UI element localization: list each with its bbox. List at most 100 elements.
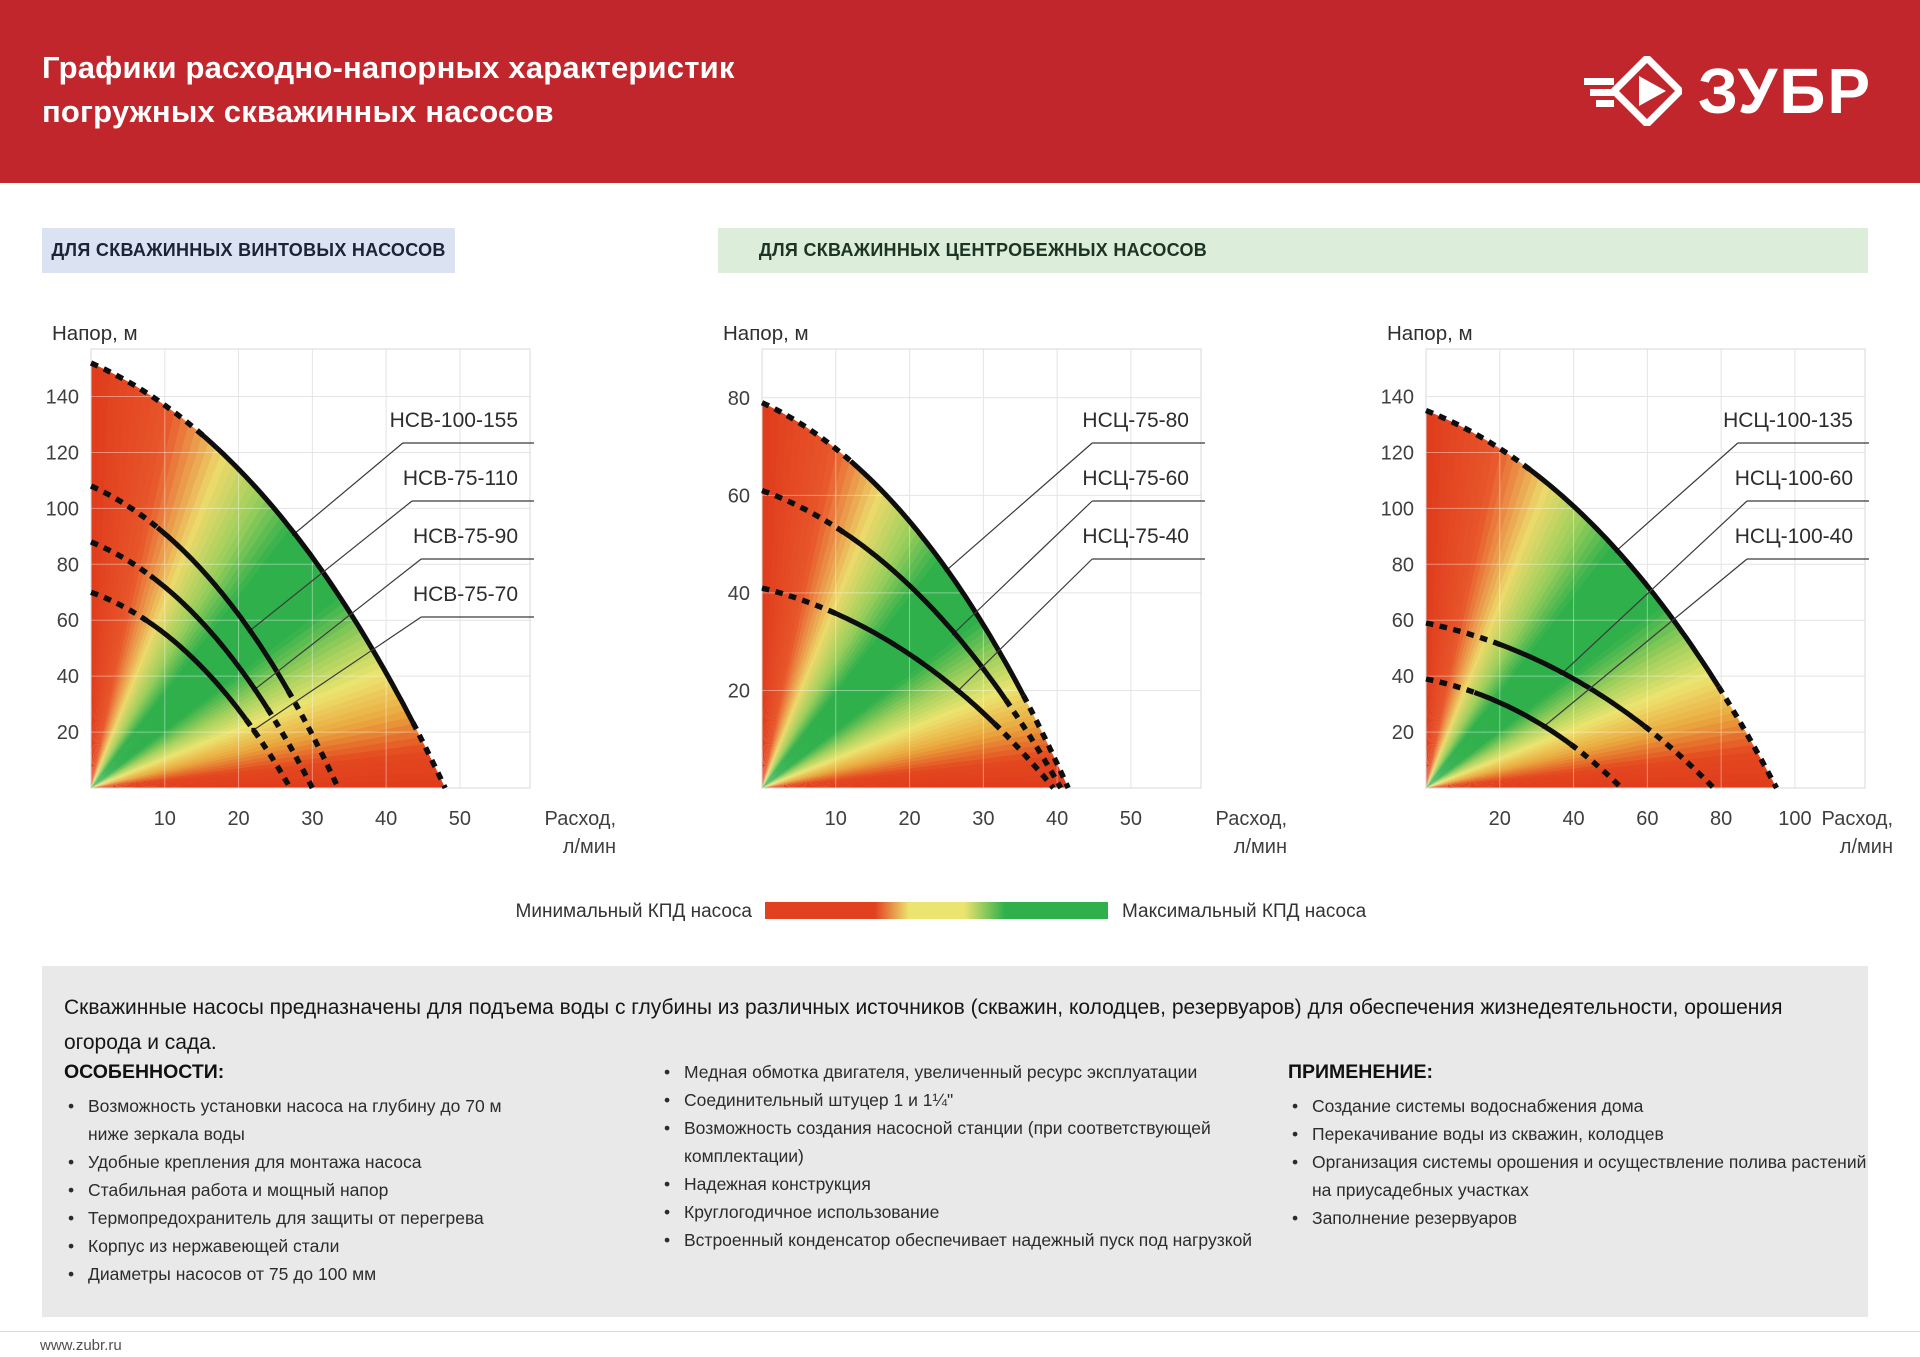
x-tick-label: 20 xyxy=(1489,808,1511,830)
page-title-line2: погружных скважинных насосов xyxy=(42,94,554,129)
legend-max-label: Максимальный КПД насоса xyxy=(1122,901,1367,922)
pump-curve xyxy=(1425,620,1716,790)
y-tick-label: 120 xyxy=(1381,442,1414,464)
x-tick-label: 50 xyxy=(1120,808,1142,830)
curve-label: НСЦ-75-40 xyxy=(1082,525,1189,548)
feature-item: Медная обмотка двигателя, увеличенный ре… xyxy=(660,1058,1280,1086)
curve-label: НСВ-75-90 xyxy=(413,525,518,548)
y-tick-label: 60 xyxy=(728,485,750,507)
middle-features-list: Медная обмотка двигателя, увеличенный ре… xyxy=(660,1058,1280,1254)
y-tick-label: 40 xyxy=(57,666,79,688)
x-axis-title-line1: Расход, xyxy=(545,808,616,830)
section-label: ДЛЯ СКВАЖИННЫХ ВИНТОВЫХ НАСОСОВ xyxy=(51,240,446,260)
x-axis-title-line1: Расход, xyxy=(1216,808,1287,830)
efficiency-gradient-fan xyxy=(762,402,1069,788)
curve-label: НСВ-100-155 xyxy=(390,409,518,432)
feature-item: Термопредохранитель для защиты от перегр… xyxy=(64,1204,534,1232)
feature-item: Надежная конструкция xyxy=(660,1170,1280,1198)
feature-item: Возможность создания насосной станции (п… xyxy=(660,1114,1280,1170)
x-tick-label: 40 xyxy=(1562,808,1584,830)
x-tick-label: 30 xyxy=(301,808,323,830)
page-title: Графики расходно-напорных характеристик … xyxy=(42,46,735,134)
section-header-centrifugal-pumps: ДЛЯ СКВАЖИННЫХ ЦЕНТРОБЕЖНЫХ НАСОСОВ xyxy=(718,228,1868,273)
application-item: Перекачивание воды из скважин, колодцев xyxy=(1288,1120,1888,1148)
brand-logo: ЗУБР xyxy=(1582,56,1872,126)
pump-curve xyxy=(760,400,1071,790)
features-title: ОСОБЕННОСТИ: xyxy=(64,1061,225,1083)
y-tick-label: 140 xyxy=(1381,387,1414,409)
feature-item: Встроенный конденсатор обеспечивает наде… xyxy=(660,1226,1280,1254)
features-list: Возможность установки насоса на глубину … xyxy=(64,1092,534,1288)
y-tick-label: 140 xyxy=(46,387,79,409)
feature-item: Диаметры насосов от 75 до 100 мм xyxy=(64,1260,534,1288)
curve-label: НСЦ-100-60 xyxy=(1735,467,1853,490)
section-label: ДЛЯ СКВАЖИННЫХ ЦЕНТРОБЕЖНЫХ НАСОСОВ xyxy=(758,240,1208,260)
y-tick-label: 60 xyxy=(57,610,79,632)
middle-features-column: Медная обмотка двигателя, увеличенный ре… xyxy=(660,1058,1280,1254)
pump-curve-chart: НСВ-100-155 НСВ-75-110 НСВ-75-90 НСВ-75-70 Н… xyxy=(46,322,616,858)
pump-curve xyxy=(761,487,1064,790)
x-tick-label: 100 xyxy=(1778,808,1811,830)
curve-label: НСЦ-100-135 xyxy=(1723,409,1853,432)
x-axis-title-line1: Расход, xyxy=(1822,808,1893,830)
feature-item: Соединительный штуцер 1 и 1¼" xyxy=(660,1086,1280,1114)
x-tick-label: 10 xyxy=(154,808,176,830)
curve-label: НСЦ-75-60 xyxy=(1082,467,1189,490)
pump-curve xyxy=(89,360,448,790)
efficiency-legend: Минимальный КПД насоса Максимальный КПД … xyxy=(0,898,1920,926)
x-tick-label: 60 xyxy=(1636,808,1658,830)
y-axis-title: Напор, м xyxy=(52,322,138,345)
y-tick-label: 20 xyxy=(728,680,750,702)
pump-curve xyxy=(89,483,341,790)
feature-item: Круглогодичное использование xyxy=(660,1198,1280,1226)
applications-list: Создание системы водоснабжения домаПерек… xyxy=(1288,1092,1888,1232)
x-tick-label: 40 xyxy=(375,808,397,830)
y-tick-label: 40 xyxy=(1392,666,1414,688)
application-item: Организация системы орошения и осуществл… xyxy=(1288,1148,1888,1204)
y-tick-label: 40 xyxy=(728,583,750,605)
pump-curve-chart: НСЦ-75-80 НСЦ-75-60 НСЦ-75-40 Напор, м 20 40 6… xyxy=(723,322,1287,858)
x-tick-label: 80 xyxy=(1710,808,1732,830)
y-tick-label: 80 xyxy=(728,388,750,410)
curve-label: НСВ-75-110 xyxy=(403,467,518,490)
application-item: Создание системы водоснабжения дома xyxy=(1288,1092,1888,1120)
pump-curve xyxy=(90,589,293,790)
y-tick-label: 60 xyxy=(1392,610,1414,632)
x-axis-title-line2: л/мин xyxy=(1234,836,1287,858)
curve-label: НСЦ-75-80 xyxy=(1082,409,1189,432)
y-tick-label: 20 xyxy=(1392,722,1414,744)
y-tick-label: 100 xyxy=(1381,498,1414,520)
header: Графики расходно-напорных характеристик … xyxy=(0,0,1920,183)
footer-divider xyxy=(0,1331,1920,1332)
feature-item: Возможность установки насоса на глубину … xyxy=(64,1092,534,1148)
x-axis-title-line2: л/мин xyxy=(563,836,616,858)
zubr-diamond-icon xyxy=(1583,56,1682,126)
application-item: Заполнение резервуаров xyxy=(1288,1204,1888,1232)
applications-title: ПРИМЕНЕНИЕ: xyxy=(1288,1061,1433,1083)
efficiency-gradient-bar xyxy=(765,902,1108,919)
x-tick-label: 20 xyxy=(227,808,249,830)
section-header-screw-pumps: ДЛЯ СКВАЖИННЫХ ВИНТОВЫХ НАСОСОВ xyxy=(42,228,455,273)
y-tick-label: 80 xyxy=(1392,554,1414,576)
x-tick-label: 10 xyxy=(825,808,847,830)
y-axis-title: Напор, м xyxy=(723,322,809,345)
legend-min-label: Минимальный КПД насоса xyxy=(515,901,752,922)
x-tick-label: 30 xyxy=(972,808,994,830)
curve-label: НСЦ-100-40 xyxy=(1735,525,1853,548)
intro-paragraph: Скважинные насосы предназначены для подъ… xyxy=(64,996,1783,1054)
y-tick-label: 20 xyxy=(57,722,79,744)
y-axis-title: Напор, м xyxy=(1387,322,1473,345)
footer-url[interactable]: www.zubr.ru xyxy=(40,1337,122,1354)
brand-name: ЗУБР xyxy=(1697,55,1872,127)
x-tick-label: 40 xyxy=(1046,808,1068,830)
pump-curve-chart: НСЦ-100-135 НСЦ-100-60 НСЦ-100-40 Напор, м 2… xyxy=(1381,322,1893,858)
efficiency-gradient-fan xyxy=(91,363,446,788)
info-panel: Скважинные насосы предназначены для подъ… xyxy=(42,966,1868,1317)
pump-curve xyxy=(1425,676,1624,790)
y-tick-label: 100 xyxy=(46,498,79,520)
features-column: ОСОБЕННОСТИ: Возможность установки насос… xyxy=(64,1058,534,1288)
pump-curve xyxy=(761,585,1056,790)
x-axis-title-line2: л/мин xyxy=(1840,836,1893,858)
x-tick-label: 50 xyxy=(449,808,471,830)
